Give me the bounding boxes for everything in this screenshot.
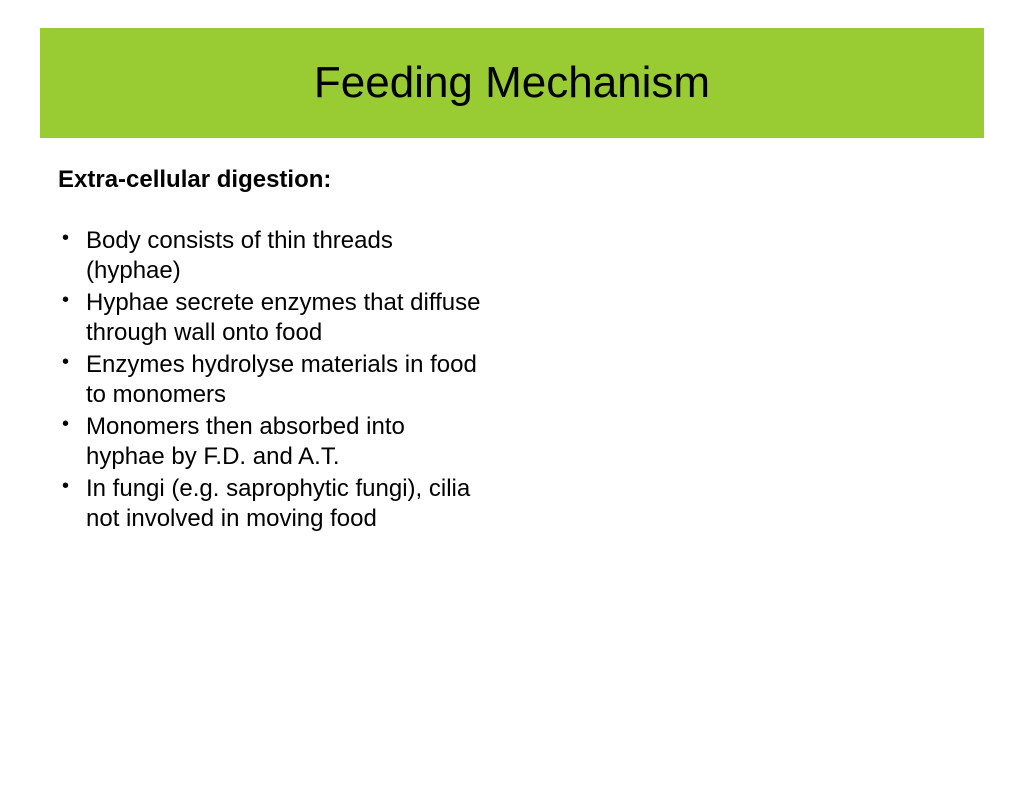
list-item: Hyphae secrete enzymes that diffuse thro… bbox=[58, 288, 488, 348]
subheading: Extra-cellular digestion: bbox=[58, 166, 488, 194]
list-item: Monomers then absorbed into hyphae by F.… bbox=[58, 412, 488, 472]
title-bar: Feeding Mechanism bbox=[40, 28, 984, 138]
list-item: Enzymes hydrolyse materials in food to m… bbox=[58, 350, 488, 410]
bullet-list: Body consists of thin threads (hyphae) H… bbox=[58, 226, 488, 534]
content-area: Extra-cellular digestion: Body consists … bbox=[58, 166, 488, 534]
list-item: In fungi (e.g. saprophytic fungi), cilia… bbox=[58, 474, 488, 534]
slide-title: Feeding Mechanism bbox=[314, 58, 710, 108]
list-item: Body consists of thin threads (hyphae) bbox=[58, 226, 488, 286]
